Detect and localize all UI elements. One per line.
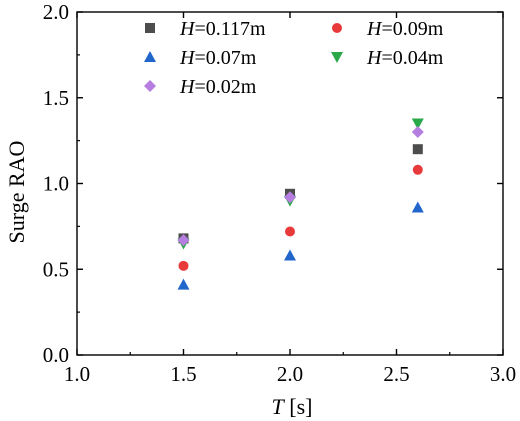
legend-value: =0.117m (194, 18, 266, 40)
x-tick-label: 1.0 (64, 362, 90, 386)
legend-value: =0.04m (381, 47, 443, 69)
legend-marker-triangle-down (331, 52, 343, 63)
x-axis-unit: [s] (284, 394, 313, 419)
legend-marker-square (145, 23, 155, 33)
legend-value: =0.02m (194, 76, 256, 98)
x-axis-variable: T (272, 394, 286, 419)
y-tick-label: 0.0 (43, 343, 69, 367)
legend-marker-diamond (144, 80, 156, 92)
x-axis-title: T [s] (272, 394, 313, 419)
data-point-diamond (284, 191, 296, 204)
legend-variable: H (179, 18, 196, 40)
data-point-triangle-up (411, 201, 424, 213)
x-tick-label: 1.5 (170, 362, 196, 386)
y-axis-title: Surge RAO (4, 141, 29, 244)
legend-variable: H (179, 47, 196, 69)
x-tick-label: 2.0 (277, 362, 303, 386)
data-point-circle (412, 164, 423, 175)
legend-value: =0.07m (194, 47, 256, 69)
legend-label: H=0.117m (179, 18, 266, 40)
y-tick-label: 2.0 (43, 0, 69, 24)
data-point-diamond (177, 234, 190, 247)
data-point-square (412, 144, 423, 155)
legend-marker-circle (332, 23, 342, 33)
y-tick-label: 0.5 (43, 257, 69, 281)
y-tick-label: 1.0 (43, 172, 69, 196)
data-point-circle (285, 226, 295, 237)
y-tick-label: 1.5 (43, 86, 69, 110)
legend-label: H=0.02m (179, 76, 257, 98)
data-point-triangle-up (284, 249, 296, 261)
legend-marker-triangle-up (144, 51, 156, 62)
data-point-triangle-up (177, 278, 190, 290)
x-tick-label: 3.0 (490, 362, 516, 386)
legend-variable: H (366, 18, 383, 40)
data-point-circle (178, 260, 189, 271)
legend-variable: H (179, 76, 196, 98)
data-point-diamond (411, 126, 424, 139)
legend-label: H=0.07m (179, 47, 257, 69)
legend-label: H=0.04m (366, 47, 444, 69)
legend-variable: H (366, 47, 383, 69)
data-point-triangle-down (411, 118, 424, 130)
x-tick-label: 2.5 (383, 362, 409, 386)
legend-value: =0.09m (381, 18, 443, 40)
legend-label: H=0.09m (366, 18, 444, 40)
